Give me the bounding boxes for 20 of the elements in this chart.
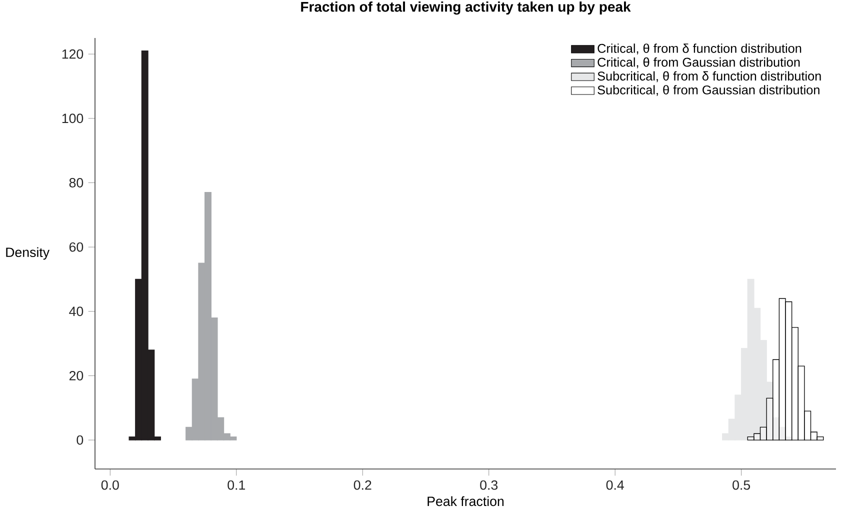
y-tick-label: 60 (69, 242, 84, 252)
y-tick-label: 40 (69, 306, 84, 316)
x-tick-label: 0.4 (606, 480, 624, 490)
y-tick-label: 100 (62, 114, 84, 124)
y-axis-title: Density (6, 247, 50, 260)
legend-label: Subcritical, θ from Gaussian distribution (598, 85, 820, 96)
y-tick-label: 20 (69, 370, 84, 380)
chart-title: Fraction of total viewing activity taken up by peak (301, 2, 631, 15)
x-tick-label: 0.2 (354, 480, 372, 490)
legend-label: Subcritical, θ from δ function distribution (598, 71, 821, 82)
x-tick-label: 0.1 (228, 480, 246, 490)
x-tick-label: 0.5 (732, 480, 750, 490)
x-tick-label: 0.0 (101, 480, 119, 490)
y-tick-label: 80 (69, 178, 84, 188)
y-tick-label: 120 (62, 49, 84, 59)
x-axis-title: Peak fraction (428, 496, 504, 506)
legend-label: Critical, θ from δ function distribution (598, 44, 802, 54)
legend-label: Critical, θ from Gaussian distribution (598, 57, 800, 68)
x-tick-label: 0.3 (480, 480, 498, 490)
y-tick-label: 0 (76, 435, 84, 445)
